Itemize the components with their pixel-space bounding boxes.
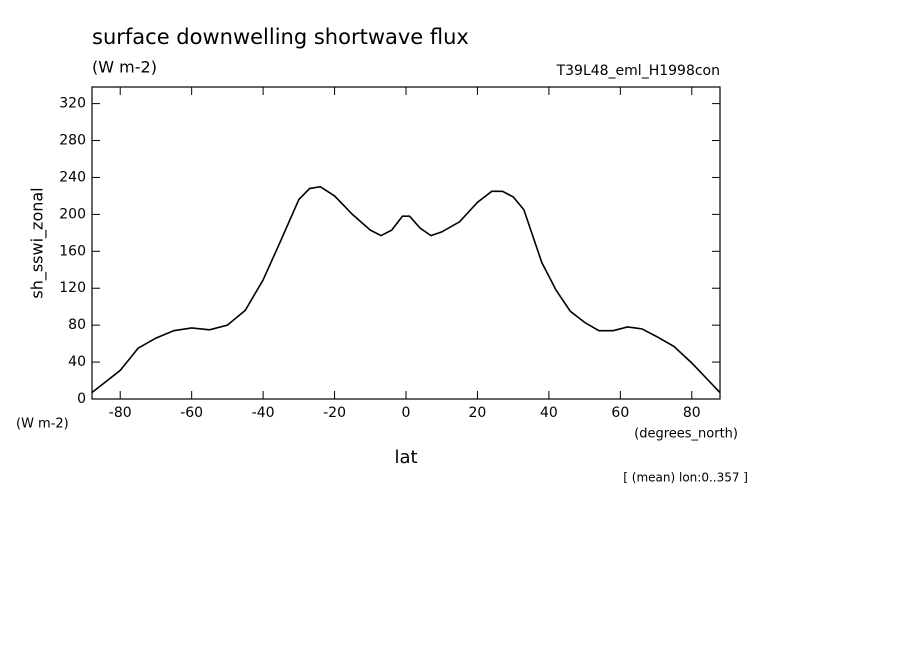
x-units: (degrees_north) [634, 427, 738, 442]
x-tick-label: 40 [540, 405, 558, 421]
x-tick-label: 20 [469, 405, 487, 421]
y-tick-label: 280 [59, 133, 86, 149]
x-tick-label: -20 [323, 405, 346, 421]
units: (W m-2) [92, 58, 157, 77]
chart-title: surface downwelling shortwave flux [92, 25, 469, 49]
y-tick-label: 80 [68, 317, 86, 333]
data-line [91, 185, 721, 394]
y-tick-label: 200 [59, 206, 86, 222]
x-tick-label: -40 [252, 405, 275, 421]
x-axis-label: lat [394, 447, 417, 468]
y-tick-label: 0 [77, 391, 86, 407]
y-tick-label: 320 [59, 96, 86, 112]
x-tick-label: 60 [611, 405, 629, 421]
y-axis-label: sh_sswi_zonal [28, 187, 48, 298]
y-tick-label: 120 [59, 280, 86, 296]
note: [ (mean) lon:0..357 ] [623, 471, 748, 485]
x-tick-label: -80 [109, 405, 132, 421]
y-tick-label: 40 [68, 354, 86, 370]
y-tick-label: 240 [59, 169, 86, 185]
y-tick-label: 160 [59, 243, 86, 259]
x-tick-label: -60 [180, 405, 203, 421]
y-units: (W m-2) [16, 417, 69, 432]
run-name: T39L48_eml_H1998con [556, 63, 720, 79]
x-tick-label: 0 [402, 405, 411, 421]
x-tick-label: 80 [683, 405, 701, 421]
